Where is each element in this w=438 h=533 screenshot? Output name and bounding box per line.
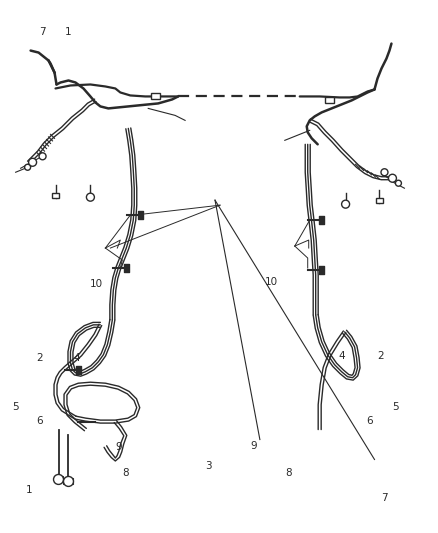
Text: 2: 2 [36, 353, 42, 363]
Circle shape [25, 164, 31, 170]
Circle shape [86, 193, 95, 201]
Circle shape [381, 169, 388, 176]
Circle shape [39, 153, 46, 160]
Text: 9: 9 [115, 442, 122, 452]
Text: 6: 6 [37, 416, 43, 426]
Text: 4: 4 [74, 353, 81, 363]
Text: 9: 9 [251, 441, 257, 451]
Text: 7: 7 [39, 27, 46, 37]
Text: 1: 1 [65, 27, 72, 37]
Circle shape [53, 474, 64, 484]
Text: 5: 5 [392, 402, 399, 413]
Text: 6: 6 [366, 416, 373, 426]
Text: 8: 8 [286, 468, 292, 478]
Text: 3: 3 [205, 461, 212, 471]
Text: 10: 10 [90, 279, 103, 288]
Circle shape [396, 180, 401, 186]
Bar [52, 193, 59, 198]
Text: 5: 5 [13, 402, 19, 413]
Text: 1: 1 [26, 485, 32, 495]
Bar [151, 93, 160, 100]
Text: 8: 8 [122, 468, 128, 478]
Text: 7: 7 [381, 492, 388, 503]
Bar [325, 98, 334, 103]
Circle shape [342, 200, 350, 208]
Circle shape [28, 158, 37, 166]
Circle shape [64, 477, 74, 487]
Text: 4: 4 [338, 351, 345, 361]
Bar [64, 479, 74, 484]
Circle shape [389, 174, 396, 182]
Text: 10: 10 [265, 278, 278, 287]
Bar [53, 477, 64, 482]
Bar [376, 198, 383, 203]
Text: 2: 2 [377, 351, 384, 361]
